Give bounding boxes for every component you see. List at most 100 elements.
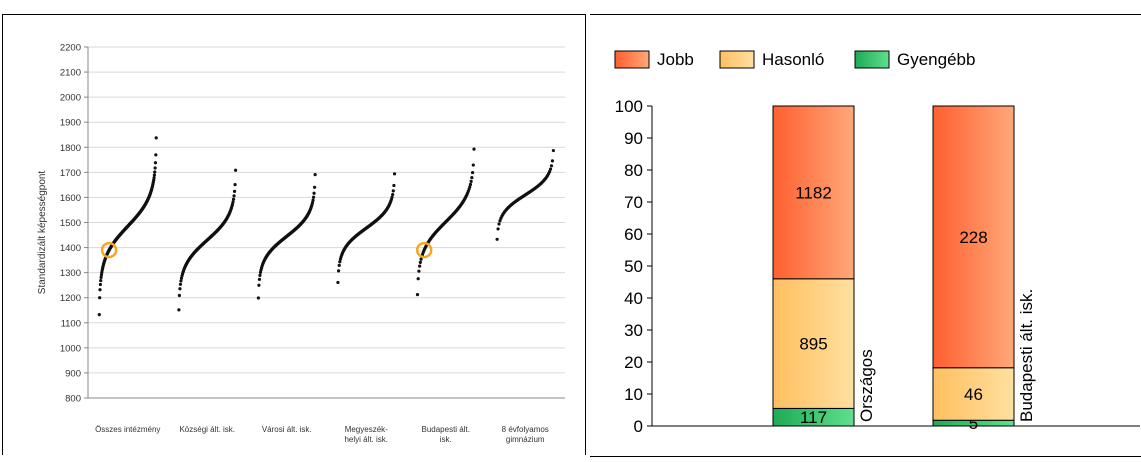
y-tick-label: 50 <box>624 257 643 276</box>
x-category-label: gimnázium <box>506 435 545 444</box>
scatter-point <box>313 173 317 177</box>
y-tick-label: 90 <box>624 129 643 148</box>
y-tick-label: 70 <box>624 193 643 212</box>
scatter-point <box>152 176 156 180</box>
scatter-point <box>98 282 102 287</box>
scatter-point <box>232 189 237 193</box>
y-tick-label: 1000 <box>60 343 81 354</box>
scatter-point <box>179 279 183 283</box>
scatter-point <box>258 270 263 274</box>
stacked-bar-chart-panel: Jobb Hasonló Gyengébb 0 10 20 30 40 50 60 70 80 90 10… <box>590 14 1141 457</box>
legend-swatch <box>854 50 890 69</box>
legend-swatch <box>614 50 650 69</box>
bar-segment <box>772 105 855 280</box>
scatter-point <box>470 170 475 175</box>
scatter-point <box>338 260 342 264</box>
scatter-point <box>311 195 316 199</box>
scatter-point <box>256 296 260 300</box>
y-tick-label: 1900 <box>60 118 81 129</box>
y-tick-label: 10 <box>624 385 643 404</box>
scatter-point <box>177 308 181 312</box>
highlight-circle <box>415 241 433 259</box>
data-label: 46 <box>964 385 983 404</box>
y-tick-label: 1400 <box>60 243 81 254</box>
scatter-point <box>469 179 473 183</box>
data-label: 117 <box>800 408 827 427</box>
scatter-point <box>496 227 500 231</box>
legend-label: Gyengébb <box>897 50 975 69</box>
scatter-point <box>415 293 420 297</box>
y-tick-label: 800 <box>65 394 81 405</box>
y-tick-label: 2000 <box>60 93 81 104</box>
bar-segment <box>932 105 1015 369</box>
scatter-series <box>256 173 317 300</box>
scatter-point <box>153 170 157 174</box>
y-tick-label: 0 <box>634 417 643 436</box>
scatter-point <box>177 293 182 298</box>
scatter-point <box>548 167 553 171</box>
scatter-point <box>98 296 102 300</box>
x-category-label: Budapesti ált. isk. <box>1017 289 1036 422</box>
scatter-point <box>154 136 158 140</box>
scatter-point <box>312 185 317 189</box>
scatter-point <box>231 200 235 204</box>
bar-segment <box>772 278 855 409</box>
legend-swatch <box>719 50 755 69</box>
scatter-point <box>311 198 315 202</box>
x-category-label: Országos <box>857 349 876 422</box>
y-tick-label: 2200 <box>60 43 81 54</box>
scatter-series <box>336 172 397 285</box>
scatter-point <box>99 278 103 283</box>
scatter-point <box>97 313 101 317</box>
scatter-point <box>152 173 156 177</box>
scatter-series <box>495 148 555 241</box>
scatter-point <box>418 260 422 264</box>
scatter-point <box>392 183 396 188</box>
x-category-label: Megyeszék- <box>345 425 388 434</box>
scatter-point <box>468 185 472 189</box>
scatter-point <box>549 164 554 168</box>
y-tick-label: 80 <box>624 161 643 180</box>
scatter-point <box>391 189 395 193</box>
legend-label: Jobb <box>657 50 694 69</box>
y-tick-label: 1700 <box>60 168 81 179</box>
scatter-point <box>468 182 473 187</box>
scatter-point <box>417 269 421 273</box>
x-category-label: Budapesti ált. <box>422 425 470 434</box>
y-tick-label: 2100 <box>60 68 81 79</box>
scatter-series <box>177 168 238 312</box>
y-tick-label: 20 <box>624 353 643 372</box>
scatter-chart: 800 900 1000 1100 1200 1300 1400 1500 1600 1700 18… <box>37 43 565 444</box>
scatter-point <box>392 172 397 176</box>
scatter-chart-panel: 800 900 1000 1100 1200 1300 1400 1500 1600 1700 18… <box>2 14 586 455</box>
scatter-series <box>415 147 476 297</box>
scatter-point <box>257 277 262 281</box>
scatter-point <box>336 269 341 273</box>
scatter-point <box>154 153 158 157</box>
y-tick-label: 100 <box>615 97 643 116</box>
x-category-label: Községi ált. isk. <box>179 425 235 434</box>
data-label: 5 <box>969 414 978 433</box>
scatter-point <box>153 166 157 170</box>
scatter-point <box>547 170 552 174</box>
scatter-point <box>472 147 476 151</box>
y-tick-label: 60 <box>624 225 643 244</box>
scatter-point <box>258 273 262 277</box>
x-category-label: isk. <box>440 435 452 444</box>
scatter-point <box>470 175 474 180</box>
scatter-point <box>310 201 315 205</box>
scatter-series <box>97 136 158 317</box>
scatter-point <box>497 222 501 226</box>
scatter-point <box>416 277 420 281</box>
x-category-label: Összes intézmény <box>95 425 160 434</box>
y-tick-label: 1200 <box>60 293 81 304</box>
scatter-point <box>178 282 183 286</box>
scatter-point <box>471 163 475 167</box>
scatter-point <box>550 159 555 163</box>
scatter-point <box>232 194 236 198</box>
scatter-point <box>98 288 102 292</box>
scatter-point <box>337 263 341 267</box>
scatter-point <box>495 237 499 241</box>
stacked-bar-chart: Jobb Hasonló Gyengébb 0 10 20 30 40 50 60 70 80 90 10… <box>614 50 1140 436</box>
legend-label: Hasonló <box>762 50 824 69</box>
